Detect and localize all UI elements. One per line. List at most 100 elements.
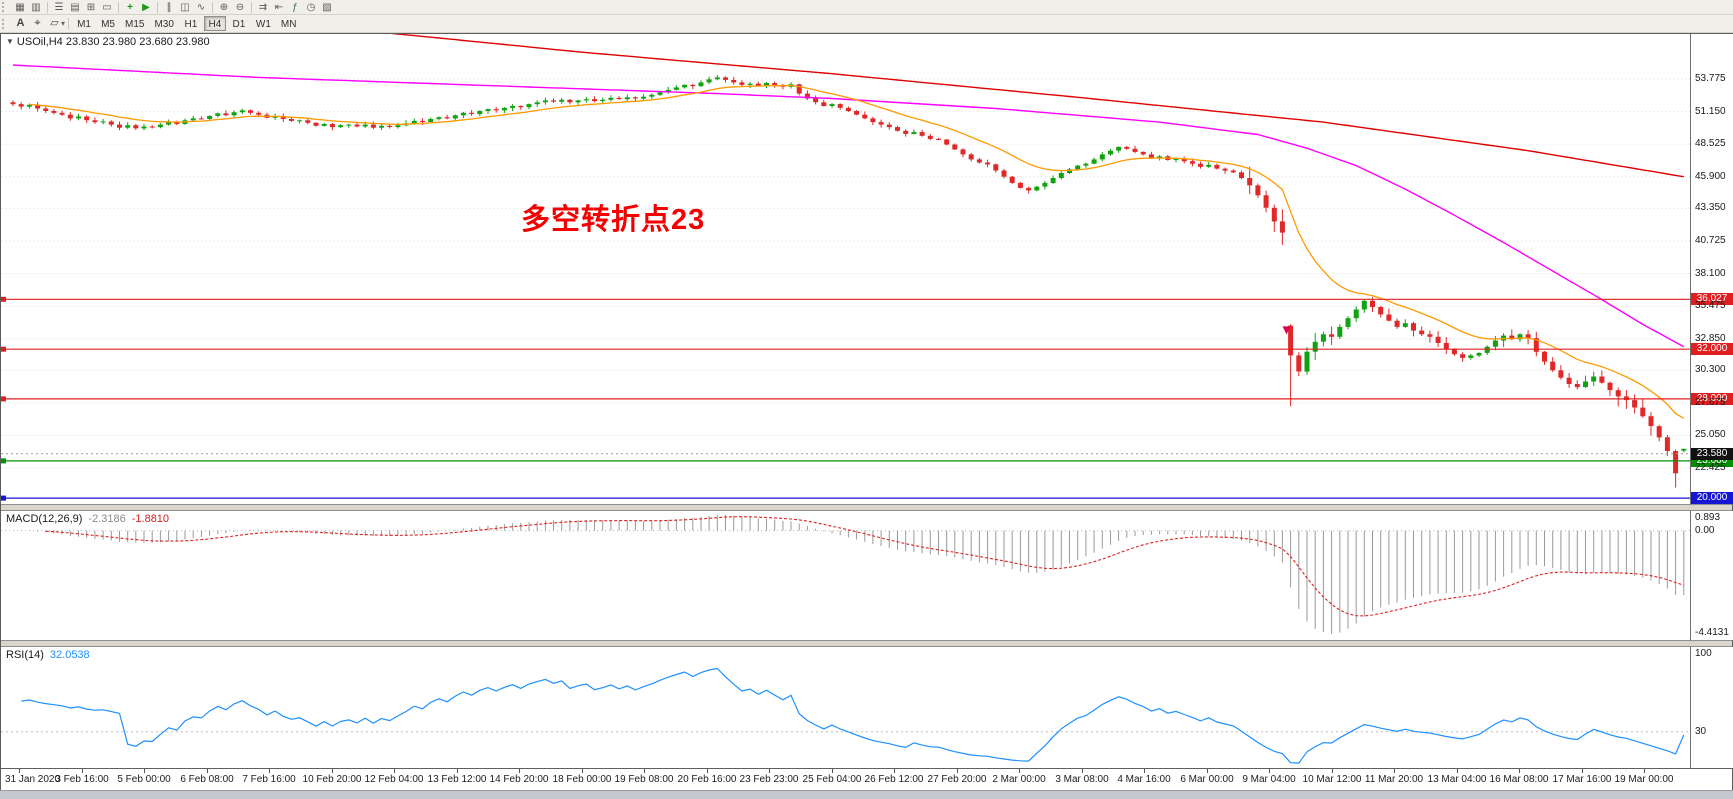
rsi-pane[interactable]: RSI(14) 32.0538: [1, 647, 1690, 768]
rsi-chart-svg[interactable]: [1, 647, 1690, 768]
time-axis-label: 3 Mar 08:00: [1055, 774, 1109, 785]
zoom-in-icon[interactable]: ⊕: [219, 1, 229, 13]
candle-body: [1550, 361, 1556, 371]
macd-axis[interactable]: 0.893 0.00 -4.4131: [1690, 511, 1733, 640]
macd-value-signal: -1.8810: [131, 513, 170, 525]
auto-scroll-icon[interactable]: ⇉: [258, 1, 268, 13]
zoom-out-icon[interactable]: ⊖: [235, 1, 245, 13]
candle-body: [420, 120, 425, 123]
data-window-icon[interactable]: ▤: [70, 1, 80, 13]
text-label-tool-icon[interactable]: A: [16, 17, 25, 29]
panel-separator[interactable]: [1, 640, 1732, 647]
candle-body: [1558, 370, 1564, 378]
candle-body: [813, 98, 819, 103]
hline-handle[interactable]: [1, 296, 6, 302]
time-axis-tick: [1019, 769, 1020, 773]
hline-handle[interactable]: [1, 396, 6, 402]
time-axis-tick: [1457, 769, 1458, 773]
chart-shift-icon[interactable]: ⇤: [274, 1, 284, 13]
candle-body: [1263, 195, 1269, 208]
candle-body: [682, 84, 688, 88]
crosshair-tool-icon[interactable]: ⌖: [34, 17, 41, 29]
indicators-icon[interactable]: ƒ: [292, 1, 298, 13]
macd-pane[interactable]: MACD(12,26,9) -2.3186 -1.8810: [1, 511, 1690, 640]
timeframe-button-mn[interactable]: MN: [280, 19, 297, 30]
candle-body: [518, 106, 524, 108]
horizontal-lines[interactable]: [1, 296, 1690, 501]
panel-separator[interactable]: [1, 504, 1732, 511]
candle-body: [305, 120, 311, 123]
grid-lines: [1, 78, 1690, 469]
hline-handle[interactable]: [1, 346, 6, 352]
time-axis-label: 23 Feb 23:00: [739, 774, 799, 785]
candle-body: [1157, 156, 1163, 159]
hline-handle[interactable]: [1, 495, 6, 501]
candle-body: [444, 117, 450, 119]
time-axis-label: 13 Mar 04:00: [1427, 774, 1487, 785]
timeframe-button-h4[interactable]: H4: [203, 16, 226, 31]
toolbar-separator: [251, 1, 252, 13]
macd-chart-svg[interactable]: [1, 511, 1690, 640]
time-axis-tick: [894, 769, 895, 773]
new-chart-icon[interactable]: ▦: [15, 1, 25, 13]
timeframe-button-h1[interactable]: H1: [184, 19, 198, 30]
candle-body: [1017, 182, 1023, 188]
timeframe-button-m1[interactable]: M1: [77, 19, 91, 30]
candle-body: [927, 135, 933, 139]
rsi-axis-level: 30: [1695, 726, 1707, 737]
market-watch-icon[interactable]: ☰: [54, 1, 64, 13]
bar-chart-icon[interactable]: ∥: [166, 1, 172, 13]
chart-text-annotation[interactable]: 多空转折点23: [521, 204, 706, 236]
price-axis[interactable]: 36.027 32.000 28.000 23.000 20.000 23.580 53.7…: [1690, 34, 1733, 504]
new-order-icon[interactable]: +: [127, 1, 133, 13]
candle-body: [174, 122, 180, 124]
candle-body: [215, 113, 221, 116]
terminal-icon[interactable]: ▭: [102, 1, 112, 13]
toolbar-grip[interactable]: [2, 2, 8, 12]
time-axis-tick: [1582, 769, 1583, 773]
time-axis-tick: [332, 769, 333, 773]
candle-body: [632, 97, 638, 99]
timeframe-button-d1[interactable]: D1: [232, 19, 246, 30]
time-axis-tick: [769, 769, 770, 773]
dropdown-caret-icon[interactable]: ▾: [61, 19, 66, 28]
main-chart-svg[interactable]: [1, 34, 1690, 504]
templates-icon[interactable]: ▨: [322, 1, 332, 13]
candle-body: [706, 79, 712, 83]
line-chart-icon[interactable]: ∿: [196, 1, 206, 13]
candle-body: [1247, 178, 1253, 186]
profiles-icon[interactable]: ▥: [31, 1, 41, 13]
quote-collapse-icon[interactable]: ▼: [6, 37, 14, 46]
navigator-icon[interactable]: ⊞: [86, 1, 96, 13]
candle-body: [600, 99, 606, 101]
candle-body: [1255, 185, 1261, 196]
timeframe-button-m30[interactable]: M30: [154, 19, 174, 30]
autotrading-icon[interactable]: ▶: [142, 1, 150, 13]
candle-body: [133, 125, 139, 129]
candle-body: [1329, 334, 1335, 337]
candle-body: [1443, 343, 1449, 350]
periods-icon[interactable]: ◷: [306, 1, 316, 13]
toolbar-grip[interactable]: [2, 18, 8, 29]
candlestick-icon[interactable]: ◫: [180, 1, 190, 13]
candle-body: [886, 124, 892, 128]
macd-signal-line: [45, 516, 1684, 617]
candle-body: [551, 100, 556, 102]
candle-body: [903, 130, 909, 134]
main-price-pane[interactable]: ▼ USOil,H4 23.830 23.980 23.680 23.980 多空…: [1, 34, 1690, 504]
candle-body: [534, 102, 540, 105]
timeframe-button-w1[interactable]: W1: [255, 19, 271, 30]
candle-body: [1419, 330, 1425, 335]
rsi-axis[interactable]: 100 30: [1690, 647, 1733, 768]
toolbar-separator: [68, 18, 70, 29]
hline-handle[interactable]: [1, 458, 6, 464]
time-axis[interactable]: 31 Jan 2020 3 Feb 16:00 5 Feb 00:00 6 Feb 0…: [1, 768, 1732, 791]
candle-body: [968, 154, 974, 160]
candle-body: [1288, 325, 1294, 356]
timeframe-button-m15[interactable]: M15: [125, 19, 145, 30]
timeframe-button-m5[interactable]: M5: [101, 19, 115, 30]
shapes-dropdown-icon[interactable]: ▱: [50, 17, 59, 29]
candle-body: [772, 83, 778, 85]
candle-body: [1640, 407, 1646, 417]
time-axis-tick: [707, 769, 708, 773]
